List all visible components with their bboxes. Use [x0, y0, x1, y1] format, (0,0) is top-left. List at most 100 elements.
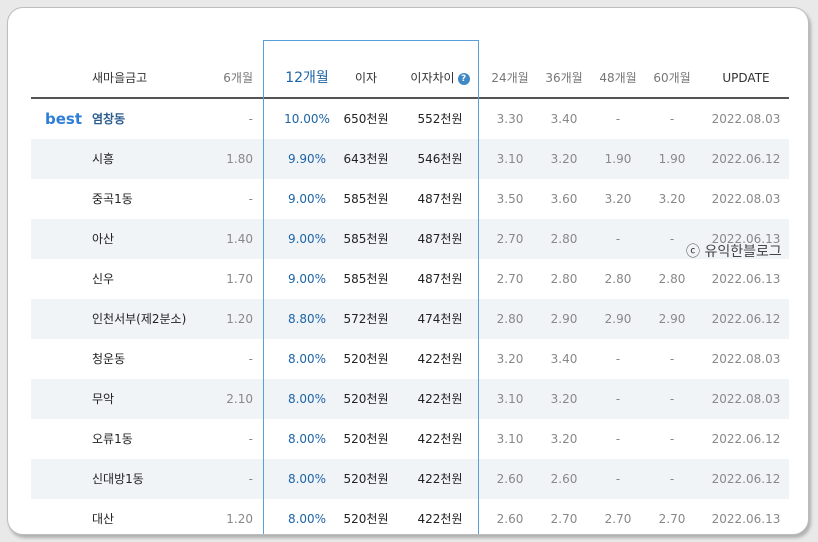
cell-24-months: 3.50: [496, 192, 524, 206]
cell-interest-diff: 422천원: [417, 352, 463, 366]
cell-interest: 650천원: [343, 112, 389, 126]
header-60-months[interactable]: 60개월: [653, 71, 691, 85]
cell-36-months: 3.40: [550, 352, 578, 366]
cell-name: 아산: [92, 232, 115, 246]
cell-name: 신우: [92, 272, 115, 286]
header-36-months[interactable]: 36개월: [545, 71, 583, 85]
cell-48-months: -: [615, 392, 621, 406]
cell-name: 시흥: [92, 152, 115, 166]
cell-update: 2022.08.03: [711, 192, 781, 206]
cell-update: 2022.06.13: [711, 512, 781, 526]
cell-interest-diff: 422천원: [417, 392, 463, 406]
cell-update: 2022.06.12: [711, 472, 781, 486]
cell-interest-diff: 422천원: [417, 432, 463, 446]
cell-interest-diff: 546천원: [417, 152, 463, 166]
cell-12-months: 9.00%: [287, 192, 327, 206]
header-24-months[interactable]: 24개월: [491, 71, 529, 85]
question-info-icon[interactable]: ?: [457, 72, 470, 85]
header-interest-diff-label: 이자차이: [410, 71, 455, 85]
header-6-months[interactable]: 6개월: [223, 71, 253, 85]
header-update: UPDATE: [722, 71, 770, 85]
header-divider: [31, 97, 789, 99]
cell-24-months: 2.70: [496, 272, 524, 286]
cell-interest: 520천원: [343, 512, 389, 526]
cell-6-months: -: [248, 352, 253, 366]
cell-48-months: 3.20: [604, 192, 632, 206]
cell-6-months: 1.20: [226, 312, 253, 326]
cell-name: 인천서부(제2분소): [92, 312, 187, 326]
cell-48-months: 2.90: [604, 312, 632, 326]
cell-48-months: 2.80: [604, 272, 632, 286]
cell-48-months: -: [615, 472, 621, 486]
cell-24-months: 3.20: [496, 352, 524, 366]
cell-12-months: 9.00%: [287, 272, 327, 286]
cell-12-months: 8.00%: [287, 512, 327, 526]
cell-12-months: 8.00%: [287, 472, 327, 486]
cell-48-months: -: [615, 112, 621, 126]
table-row[interactable]: best 염창동 - 10.00% 650천원 552천원 3.30 3.40 - - 2022.0…: [31, 99, 789, 139]
cell-update: 2022.06.12: [711, 152, 781, 166]
cell-24-months: 3.10: [496, 432, 524, 446]
table-row[interactable]: 중곡1동 - 9.00% 585천원 487천원 3.50 3.60 3.20 3.20 2022…: [31, 179, 789, 219]
cell-60-months: -: [669, 432, 675, 446]
table-row[interactable]: 신우 1.70 9.00% 585천원 487천원 2.70 2.80 2.80 2.80 202…: [31, 259, 789, 299]
cell-interest-diff: 487천원: [417, 232, 463, 246]
cell-update: 2022.06.13: [711, 232, 781, 246]
cell-24-months: 2.80: [496, 312, 524, 326]
cell-6-months: 1.20: [226, 512, 253, 526]
watermark: ⓒ 유익한블로그: [686, 244, 782, 260]
cell-name: 대산: [92, 512, 115, 526]
table-row[interactable]: 인천서부(제2분소) 1.20 8.80% 572천원 474천원 2.80 2.90 2.9…: [31, 299, 789, 339]
cell-interest: 585천원: [343, 272, 389, 286]
cell-update: 2022.08.03: [711, 112, 781, 126]
table-row[interactable]: 신대방1동 - 8.00% 520천원 422천원 2.60 2.60 - - 2022.06.1…: [31, 459, 789, 499]
header-interest: 이자: [354, 71, 378, 85]
cell-6-months: 1.80: [226, 152, 253, 166]
cell-60-months: 2.70: [658, 512, 686, 526]
header-12-months[interactable]: 12개월: [285, 70, 329, 86]
cell-12-months: 8.00%: [287, 352, 327, 366]
cell-36-months: 2.60: [550, 472, 578, 486]
cell-36-months: 2.70: [550, 512, 578, 526]
table-row[interactable]: 무악 2.10 8.00% 520천원 422천원 3.10 3.20 - - 2022.08.0…: [31, 379, 789, 419]
cell-36-months: 2.80: [550, 272, 578, 286]
cell-interest: 520천원: [343, 392, 389, 406]
cell-24-months: 3.10: [496, 152, 524, 166]
cell-48-months: -: [615, 432, 621, 446]
cell-60-months: 1.90: [658, 152, 686, 166]
table-header: 새마을금고 6개월 12개월 이자 이자차이? 24개월 36개월 48개월 6…: [31, 58, 789, 98]
cell-24-months: 3.30: [496, 112, 524, 126]
cell-interest: 585천원: [343, 192, 389, 206]
header-48-months[interactable]: 48개월: [599, 71, 637, 85]
cell-interest: 572천원: [343, 312, 389, 326]
cell-60-months: -: [669, 112, 675, 126]
cell-update: 2022.06.12: [711, 432, 781, 446]
cell-interest-diff: 487천원: [417, 192, 463, 206]
cell-interest-diff: 474천원: [417, 312, 463, 326]
cell-36-months: 3.20: [550, 152, 578, 166]
cell-name: 청운동: [92, 352, 126, 366]
cell-name: 신대방1동: [92, 472, 144, 486]
cell-48-months: -: [615, 232, 621, 246]
cell-12-months: 8.00%: [287, 392, 327, 406]
cell-interest: 520천원: [343, 432, 389, 446]
cell-48-months: 2.70: [604, 512, 632, 526]
cell-24-months: 2.60: [496, 512, 524, 526]
table-row[interactable]: 오류1동 - 8.00% 520천원 422천원 3.10 3.20 - - 2022.06.12: [31, 419, 789, 459]
cell-6-months: -: [248, 432, 253, 446]
table-row[interactable]: 아산 1.40 9.00% 585천원 487천원 2.70 2.80 - - 2022.06.1…: [31, 219, 789, 259]
cell-update: 2022.08.03: [711, 352, 781, 366]
cell-12-months: 9.90%: [287, 152, 327, 166]
cell-36-months: 3.20: [550, 392, 578, 406]
table-row[interactable]: 대산 1.20 8.00% 520천원 422천원 2.60 2.70 2.70 2.70 202…: [31, 499, 789, 534]
cell-6-months: -: [248, 472, 253, 486]
table-row[interactable]: 청운동 - 8.00% 520천원 422천원 3.20 3.40 - - 2022.08.03: [31, 339, 789, 379]
cell-60-months: -: [669, 352, 675, 366]
cell-name: 오류1동: [92, 432, 133, 446]
table-row[interactable]: 시흥 1.80 9.90% 643천원 546천원 3.10 3.20 1.90 1.90 202…: [31, 139, 789, 179]
cell-interest-diff: 487천원: [417, 272, 463, 286]
cell-24-months: 2.60: [496, 472, 524, 486]
cell-update: 2022.08.03: [711, 392, 781, 406]
header-name: 새마을금고: [92, 71, 148, 85]
cell-interest: 585천원: [343, 232, 389, 246]
